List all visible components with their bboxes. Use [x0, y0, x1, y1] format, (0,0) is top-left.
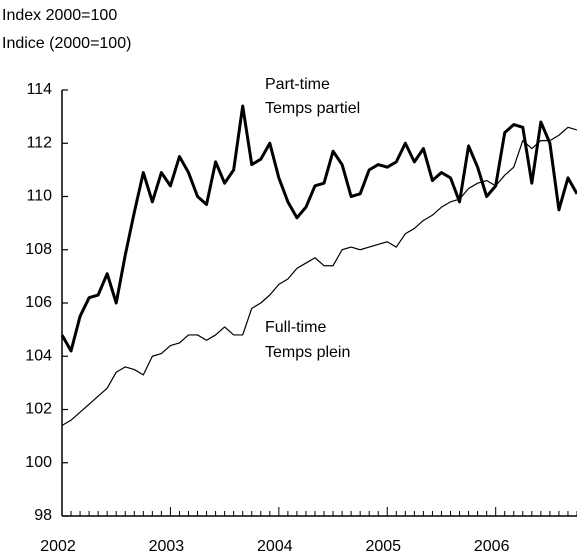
y-tick-label: 114 [26, 81, 52, 98]
y-tick-label: 106 [25, 294, 52, 311]
x-tick-label: 2006 [474, 538, 510, 555]
annotation: Temps partiel [265, 100, 360, 117]
x-tick-label: 2005 [365, 538, 401, 555]
y-tick-label: 102 [25, 401, 52, 418]
annotation: Full-time [265, 319, 326, 336]
y-tick-label: 108 [25, 241, 52, 258]
line-series [60, 104, 577, 353]
x-tick-label: 2002 [40, 538, 76, 555]
y-axis-label: Indice (2000=100) [2, 35, 131, 52]
y-tick-label: 98 [34, 507, 52, 524]
annotation: Part-time [265, 76, 330, 93]
y-tick-label: 110 [26, 188, 52, 205]
annotation: Temps plein [265, 344, 350, 361]
y-tick-label: 100 [25, 454, 52, 471]
y-axis-label: Index 2000=100 [2, 7, 117, 24]
y-tick-label: 112 [26, 134, 52, 151]
line-series [61, 126, 577, 426]
y-tick-label: 104 [25, 347, 52, 364]
x-tick-label: 2004 [257, 538, 293, 555]
x-tick-label: 2003 [149, 538, 185, 555]
